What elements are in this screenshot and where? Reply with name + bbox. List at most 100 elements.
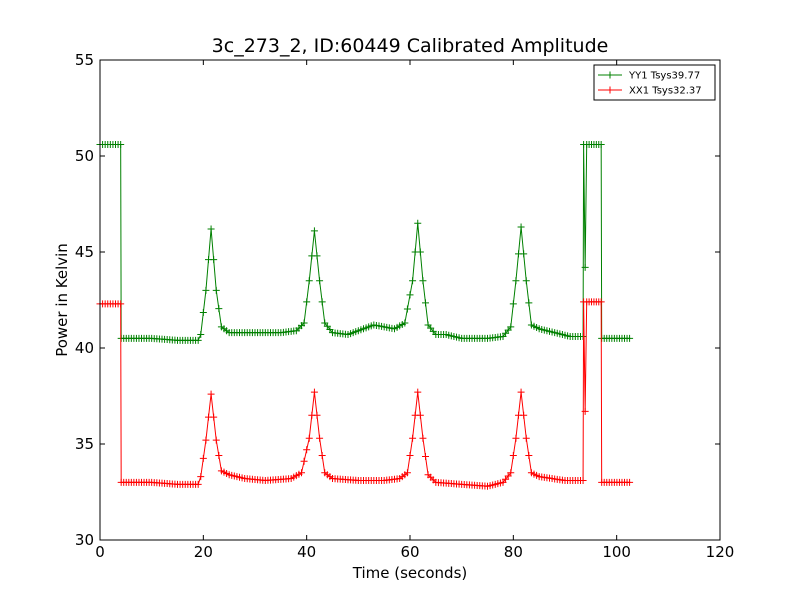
data-point [406,452,414,460]
data-point [579,476,587,484]
data-point [525,299,533,307]
y-tick-label: 55 [75,51,94,69]
y-axis-label: Power in Kelvin [53,243,71,357]
data-point [525,452,533,460]
data-point [512,277,520,285]
data-point [313,411,321,419]
legend-label: YY1 Tsys39.77 [628,71,700,82]
y-tick-label: 35 [75,435,94,453]
data-point [522,434,530,442]
data-point [422,299,429,307]
x-tick-label: 60 [400,543,419,561]
data-point [199,308,207,316]
legend-marker [606,86,614,94]
y-tick-label: 40 [75,339,94,357]
x-tick-label: 20 [194,543,213,561]
data-point [316,277,324,285]
legend-entry: YY1 Tsys39.77 [598,71,700,82]
data-point [401,319,409,327]
series-markers [96,298,634,490]
y-tick-label: 50 [75,147,94,165]
data-point [117,140,125,148]
series-1 [96,140,634,344]
x-tick-label: 100 [602,543,631,561]
data-point [581,407,589,415]
x-tick-label: 80 [504,543,523,561]
data-point [199,454,207,462]
data-point [300,319,308,327]
data-point [318,452,326,460]
data-point [419,434,427,442]
series-2 [96,298,634,490]
data-point [303,298,311,306]
chart-title: 3c_273_2, ID:60449 Calibrated Amplitude [212,35,609,57]
legend-box [593,64,716,101]
data-point [517,223,525,231]
data-point [509,452,517,460]
data-point [522,277,530,285]
data-point [403,469,411,477]
data-point [414,219,422,227]
data-point [202,286,210,294]
data-point [419,277,427,285]
y-tick-label: 45 [75,243,94,261]
data-point [597,140,605,148]
data-point [512,434,520,442]
data-point [581,263,589,271]
data-point [305,434,313,442]
data-point [310,227,318,235]
data-point [626,478,634,486]
data-point [409,434,417,442]
data-point [416,411,424,419]
data-point [406,291,414,299]
data-point [403,305,411,313]
axes-frame [99,59,721,541]
data-point [303,446,311,454]
data-point [520,411,528,419]
x-axis-label: Time (seconds) [352,564,468,582]
data-point [197,473,205,481]
data-point [305,277,313,285]
plot-area [96,140,634,490]
data-point [210,256,218,264]
data-point [507,323,515,331]
data-point [626,334,634,342]
data-point [416,248,424,256]
data-point [117,300,125,308]
x-tick-label: 120 [706,543,735,561]
data-point [310,388,318,396]
x-tick-label: 40 [297,543,316,561]
data-point [597,298,605,306]
data-point [210,413,218,421]
data-point [520,250,528,258]
data-point [207,225,215,233]
data-point [422,452,429,460]
data-point [202,436,210,444]
axis-tick-labels: 0 20 40 60 80 100 120 30 35 40 45 50 55 [75,51,734,561]
data-point [313,252,321,260]
legend-marker [606,71,614,79]
data-point [318,298,326,306]
data-point [409,277,417,285]
data-point [215,305,223,313]
x-tick-label: 0 [95,543,105,561]
data-point [197,331,205,339]
y-tick-label: 30 [75,531,94,549]
data-point [517,388,525,396]
data-point [194,336,202,344]
legend: YY1 Tsys39.77 XX1 Tsys32.37 [593,64,716,101]
data-point [316,434,324,442]
data-point [300,457,308,465]
data-point [298,469,305,477]
data-point [414,388,422,396]
legend-label: XX1 Tsys32.37 [629,86,702,97]
data-point [212,436,220,444]
series-markers [96,140,634,344]
data-point [507,469,515,477]
data-point [207,390,215,398]
data-point [212,286,220,294]
data-point [194,480,202,488]
data-point [215,452,223,460]
data-point [509,300,517,308]
